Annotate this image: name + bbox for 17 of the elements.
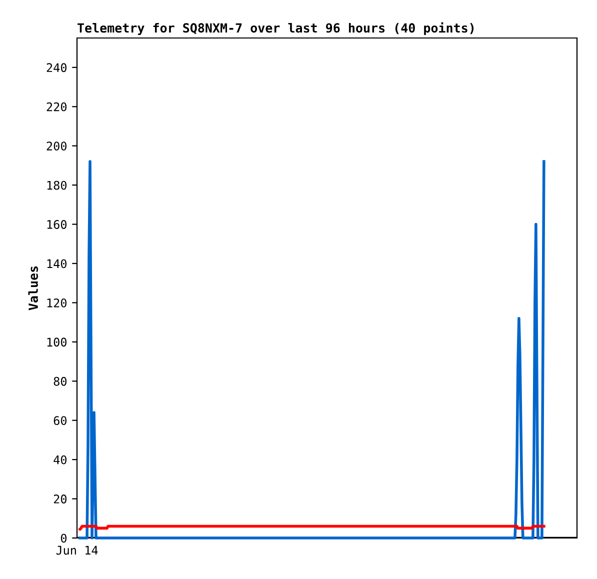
- y-tick-label: 240: [46, 63, 67, 72]
- y-tick-label: 0: [60, 534, 67, 543]
- y-axis-title: Values: [28, 266, 38, 310]
- y-tick-label: 140: [47, 259, 67, 268]
- y-tick-label: 200: [46, 142, 67, 151]
- y-tick-label: 20: [54, 494, 67, 504]
- y-tick-label: 40: [54, 455, 67, 464]
- y-tick-label: 180: [47, 180, 67, 190]
- y-tick-label: 100: [47, 338, 67, 347]
- y-tick-label: 220: [46, 102, 67, 112]
- chart-title: Telemetry for SQ8NXM-7 over last 96 hours (40 points): [78, 22, 474, 36]
- y-tick-label: 120: [47, 298, 67, 308]
- y-tick-label: 60: [54, 416, 67, 426]
- y-tick-label: 160: [47, 220, 67, 229]
- y-tick-label: 80: [54, 376, 67, 386]
- line-series: [78, 160, 546, 540]
- text: Jun 14: [56, 546, 98, 555]
